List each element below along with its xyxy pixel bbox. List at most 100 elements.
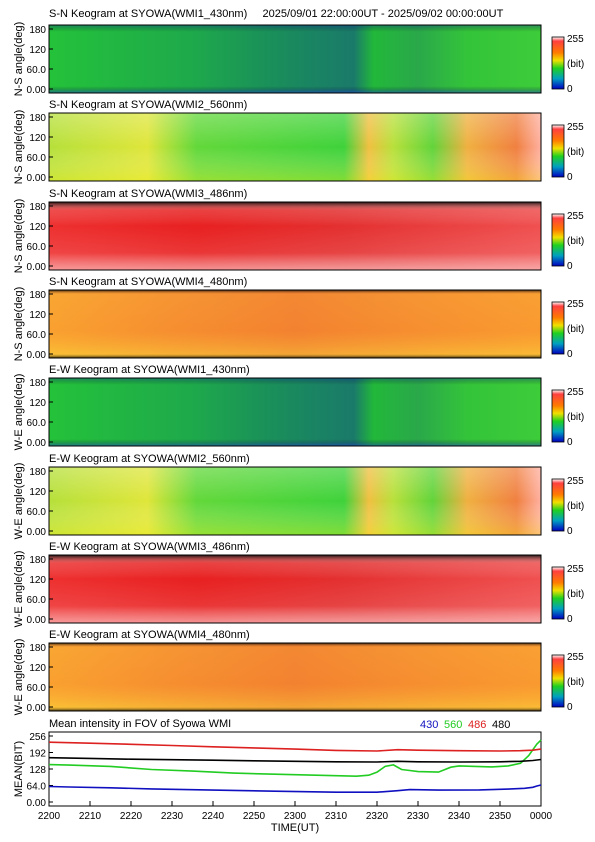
y-tick-label: 0.00 (27, 350, 47, 361)
legend-entry: 560 (444, 719, 462, 731)
y-tick-label: 60.0 (27, 330, 47, 341)
series-line-486 (48, 741, 542, 752)
colorbar-min-label: 0 (567, 349, 573, 360)
colorbar-unit-label: (bit) (567, 501, 584, 512)
y-tick-label: 120 (29, 133, 46, 144)
line-plot-title: Mean intensity in FOV of Syowa WMI (49, 718, 231, 730)
y-tick-label: 0.00 (27, 173, 47, 184)
y-tick-label: 120 (29, 310, 46, 321)
y-axis-label: W-E angle(deg) (13, 463, 25, 540)
colorbar-unit-label: (bit) (567, 677, 584, 688)
colorbar (551, 654, 565, 708)
line-plot-frame (48, 731, 542, 807)
panel-title: E-W Keogram at SYOWA(WMI4_480nm) (49, 629, 250, 641)
panel-title: E-W Keogram at SYOWA(WMI2_560nm) (49, 453, 250, 465)
y-tick-label: 0.00 (27, 703, 47, 714)
keogram-panel: S-N Keogram at SYOWA(WMI3_486nm)180 120 60… (13, 188, 584, 273)
panel-frame (48, 112, 542, 182)
y-axis-label: W-E angle(deg) (13, 639, 25, 716)
y-tick-label: 120 (29, 222, 46, 233)
y-tick-label: 0.00 (27, 438, 47, 449)
colorbar-unit-label: (bit) (567, 59, 584, 70)
colorbar-unit-label: (bit) (567, 589, 584, 600)
panel-title: S-N Keogram at SYOWA(WMI2_560nm) (49, 99, 247, 111)
colorbar (551, 124, 565, 178)
panel-frame (48, 289, 542, 359)
panel-frame (48, 377, 542, 447)
colorbar-max-label: 255 (567, 652, 584, 663)
keogram-panel: E-W Keogram at SYOWA(WMI1_430nm)180 120 60… (13, 364, 584, 450)
y-tick-label: 180 (29, 290, 46, 301)
y-tick-label: 60.0 (27, 683, 47, 694)
y-tick-label: 0.00 (27, 527, 47, 538)
keogram-panel: E-W Keogram at SYOWA(WMI2_560nm)180 120 60… (13, 453, 584, 539)
colorbar-unit-label: (bit) (567, 236, 584, 247)
y-tick-label: 180 (29, 643, 46, 654)
x-tick-label: 2220 (120, 811, 143, 822)
y-tick-label: 128 (29, 765, 46, 776)
series-line-560 (48, 739, 542, 778)
panel-frame (48, 554, 542, 624)
colorbar-max-label: 255 (567, 34, 584, 45)
colorbar-min-label: 0 (567, 261, 573, 272)
keogram-panel: E-W Keogram at SYOWA(WMI4_480nm)180 120 60… (13, 629, 584, 715)
first-panel-title: S-N Keogram at SYOWA(WMI1_430nm) (49, 8, 248, 20)
x-tick-label: 2200 (38, 811, 61, 822)
y-axis-label: W-E angle(deg) (13, 374, 25, 451)
y-tick-label: 120 (29, 575, 46, 586)
series-line-430 (48, 784, 542, 794)
x-tick-label: 0000 (530, 811, 553, 822)
x-tick-label: 2210 (79, 811, 102, 822)
legend-entry: 486 (468, 719, 486, 731)
colorbar-min-label: 0 (567, 172, 573, 183)
keogram-panel: 180 120 60.0 0.00N-S angle(deg) 255 (bit) 0 (13, 22, 584, 97)
colorbar-max-label: 255 (567, 564, 584, 575)
panel-frame (48, 201, 542, 271)
colorbar (551, 389, 565, 443)
x-tick-label: 2340 (448, 811, 471, 822)
x-tick-label: 2300 (284, 811, 307, 822)
legend-entry: 480 (492, 719, 510, 731)
x-tick-label: 2250 (243, 811, 266, 822)
panel-title: E-W Keogram at SYOWA(WMI3_486nm) (49, 541, 250, 553)
colorbar-max-label: 255 (567, 387, 584, 398)
colorbar (551, 566, 565, 620)
panel-frame (48, 24, 542, 94)
y-tick-label: 0.00 (27, 262, 47, 273)
panel-title: S-N Keogram at SYOWA(WMI4_480nm) (49, 276, 247, 288)
y-tick-label: 60.0 (27, 418, 47, 429)
y-tick-label: 180 (29, 113, 46, 124)
x-tick-label: 2320 (366, 811, 389, 822)
colorbar-max-label: 255 (567, 122, 584, 133)
y-tick-label: 60.0 (27, 242, 47, 253)
x-tick-label: 2350 (489, 811, 512, 822)
keogram-panel: E-W Keogram at SYOWA(WMI3_486nm)180 120 60… (13, 541, 584, 627)
colorbar-min-label: 0 (567, 702, 573, 713)
keogram-shading (49, 290, 541, 358)
y-tick-label: 120 (29, 663, 46, 674)
y-tick-label: 120 (29, 45, 46, 56)
keogram-shading (49, 378, 541, 446)
y-tick-label: 60.0 (27, 507, 47, 518)
date-range: 2025/09/01 22:00:00UT - 2025/09/02 00:00… (262, 8, 504, 20)
colorbar-unit-label: (bit) (567, 147, 584, 158)
y-axis-label: N-S angle(deg) (13, 110, 25, 185)
colorbar-min-label: 0 (567, 526, 573, 537)
colorbar-max-label: 255 (567, 299, 584, 310)
panel-frame (48, 466, 542, 536)
y-tick-label: 0.00 (27, 798, 47, 809)
keogram-shading (49, 202, 541, 270)
colorbar (551, 36, 565, 90)
panel-title: E-W Keogram at SYOWA(WMI1_430nm) (49, 364, 250, 376)
y-axis-label: MEAN(BIT) (13, 741, 25, 797)
y-tick-label: 180 (29, 378, 46, 389)
series-line-480 (48, 756, 542, 763)
keogram-shading (49, 25, 541, 93)
colorbar (551, 213, 565, 267)
colorbar-max-label: 255 (567, 211, 584, 222)
colorbar-unit-label: (bit) (567, 412, 584, 423)
colorbar-max-label: 255 (567, 476, 584, 487)
keogram-shading (49, 643, 541, 711)
x-tick-label: 2240 (202, 811, 225, 822)
